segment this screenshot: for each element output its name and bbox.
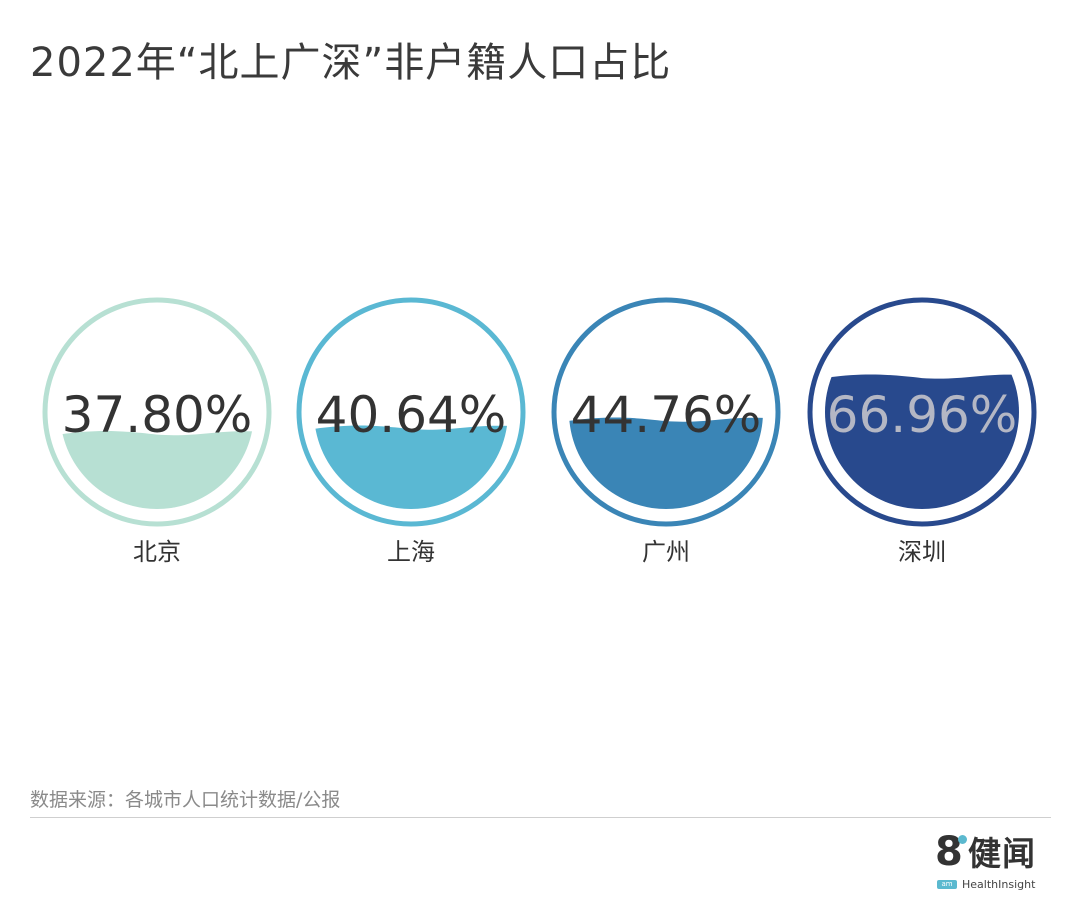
city-2-name-label: 广州 (642, 538, 690, 566)
city-3-ring (807, 297, 1037, 527)
city-1-value-label: 40.64% (316, 386, 507, 444)
city-2-liquid (569, 417, 763, 509)
city-3-liquid (825, 374, 1019, 509)
logo-english-name: HealthInsight (962, 878, 1036, 891)
page-title: 2022年“北上广深”非户籍人口占比 (30, 40, 672, 86)
brand-logo: 8 健闻 am HealthInsight (930, 826, 1050, 892)
city-0-value-label: 37.80% (62, 386, 253, 444)
city-0-gauge: 37.80% 北京 (42, 297, 272, 566)
city-2-value-label: 44.76% (571, 386, 762, 444)
logo-dot-icon (958, 835, 967, 844)
footer-divider (30, 817, 1051, 818)
logo-name: 健闻 (968, 834, 1036, 873)
city-3-value-label: 66.96% (827, 386, 1018, 444)
city-1-name-label: 上海 (387, 538, 435, 566)
city-0-name-label: 北京 (133, 538, 181, 566)
city-2-gauge: 44.76% 广州 (551, 297, 781, 566)
data-source-note: 数据来源：各城市人口统计数据/公报 (30, 789, 341, 811)
city-1-ring (296, 297, 526, 527)
city-1-liquid (314, 425, 508, 509)
logo-badge: am (937, 880, 957, 889)
city-3-name-label: 深圳 (898, 538, 946, 566)
city-2-ring (551, 297, 781, 527)
city-3-gauge: 66.96% 深圳 (807, 297, 1037, 566)
city-0-ring (42, 297, 272, 527)
city-1-gauge: 40.64% 上海 (296, 297, 526, 566)
